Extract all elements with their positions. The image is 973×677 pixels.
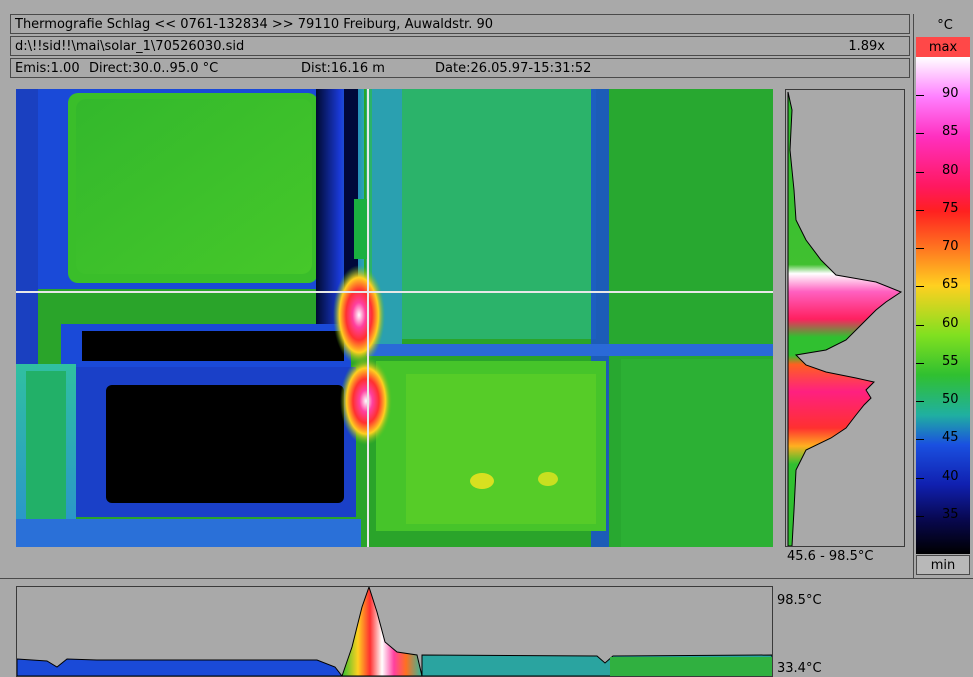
unit-label: °C (937, 18, 953, 33)
scale-tick-label: 85 (942, 124, 959, 140)
direct-range-value: Direct:30.0..95.0 °C (89, 61, 219, 76)
color-scale-panel (913, 14, 973, 578)
scale-tick-label: 90 (942, 86, 959, 102)
scale-tick-label: 55 (942, 353, 959, 369)
scale-max-button[interactable]: max (916, 37, 970, 57)
info-bar: Emis:1.00 Direct:30.0..95.0 °C Dist:16.1… (10, 58, 910, 78)
scale-tick-label: 60 (942, 315, 959, 331)
section-divider (0, 578, 973, 579)
scale-tick-label: 40 (942, 468, 959, 484)
scale-tick-label: 45 (942, 430, 959, 446)
date-value: Date:26.05.97-15:31:52 (435, 61, 592, 76)
emissivity-value: Emis:1.00 (15, 61, 80, 76)
scale-tick-label: 50 (942, 392, 959, 408)
scale-min-button[interactable]: min (916, 555, 970, 575)
profile-spike-area (341, 587, 423, 676)
distance-value: Dist:16.16 m (301, 61, 385, 76)
scale-tick-label: 75 (942, 200, 959, 216)
file-path: d:\!!sid!!\mai\solar_1\70526030.sid (15, 38, 245, 54)
profile-left-area (17, 658, 343, 676)
file-path-bar: d:\!!sid!!\mai\solar_1\70526030.sid 1.89… (10, 36, 910, 56)
scale-tick-mark (916, 171, 924, 173)
profile-min-label: 33.4°C (777, 661, 822, 676)
window-title: Thermografie Schlag << 0761-132834 >> 79… (15, 16, 493, 32)
scale-tick-label: 35 (942, 506, 959, 522)
scale-tick-label: 65 (942, 277, 959, 293)
scale-tick-mark (916, 477, 924, 479)
scale-tick-label: 70 (942, 239, 959, 255)
scale-tick-mark (916, 324, 924, 326)
scale-tick-mark (916, 286, 924, 288)
scale-tick-mark (916, 362, 924, 364)
temperature-profile (16, 586, 773, 677)
scale-tick-mark (916, 439, 924, 441)
scale-tick-mark (916, 133, 924, 135)
title-bar: Thermografie Schlag << 0761-132834 >> 79… (10, 14, 910, 34)
scale-tick-mark (916, 515, 924, 517)
scale-tick-mark (916, 95, 924, 97)
color-palette-bar: 90 85 80 75 70 65 60 55 50 45 40 35 (916, 57, 970, 554)
scale-tick-mark (916, 248, 924, 250)
profile-max-label: 98.5°C (777, 593, 822, 608)
histogram-curve (787, 91, 903, 547)
scale-tick-mark (916, 209, 924, 211)
scale-tick-mark (916, 401, 924, 403)
scale-tick-label: 80 (942, 162, 959, 178)
thermal-image[interactable] (16, 89, 773, 547)
zoom-level[interactable]: 1.89x (848, 38, 885, 54)
histogram-range-label: 45.6 - 98.5°C (787, 549, 874, 564)
histogram-panel (785, 89, 905, 547)
